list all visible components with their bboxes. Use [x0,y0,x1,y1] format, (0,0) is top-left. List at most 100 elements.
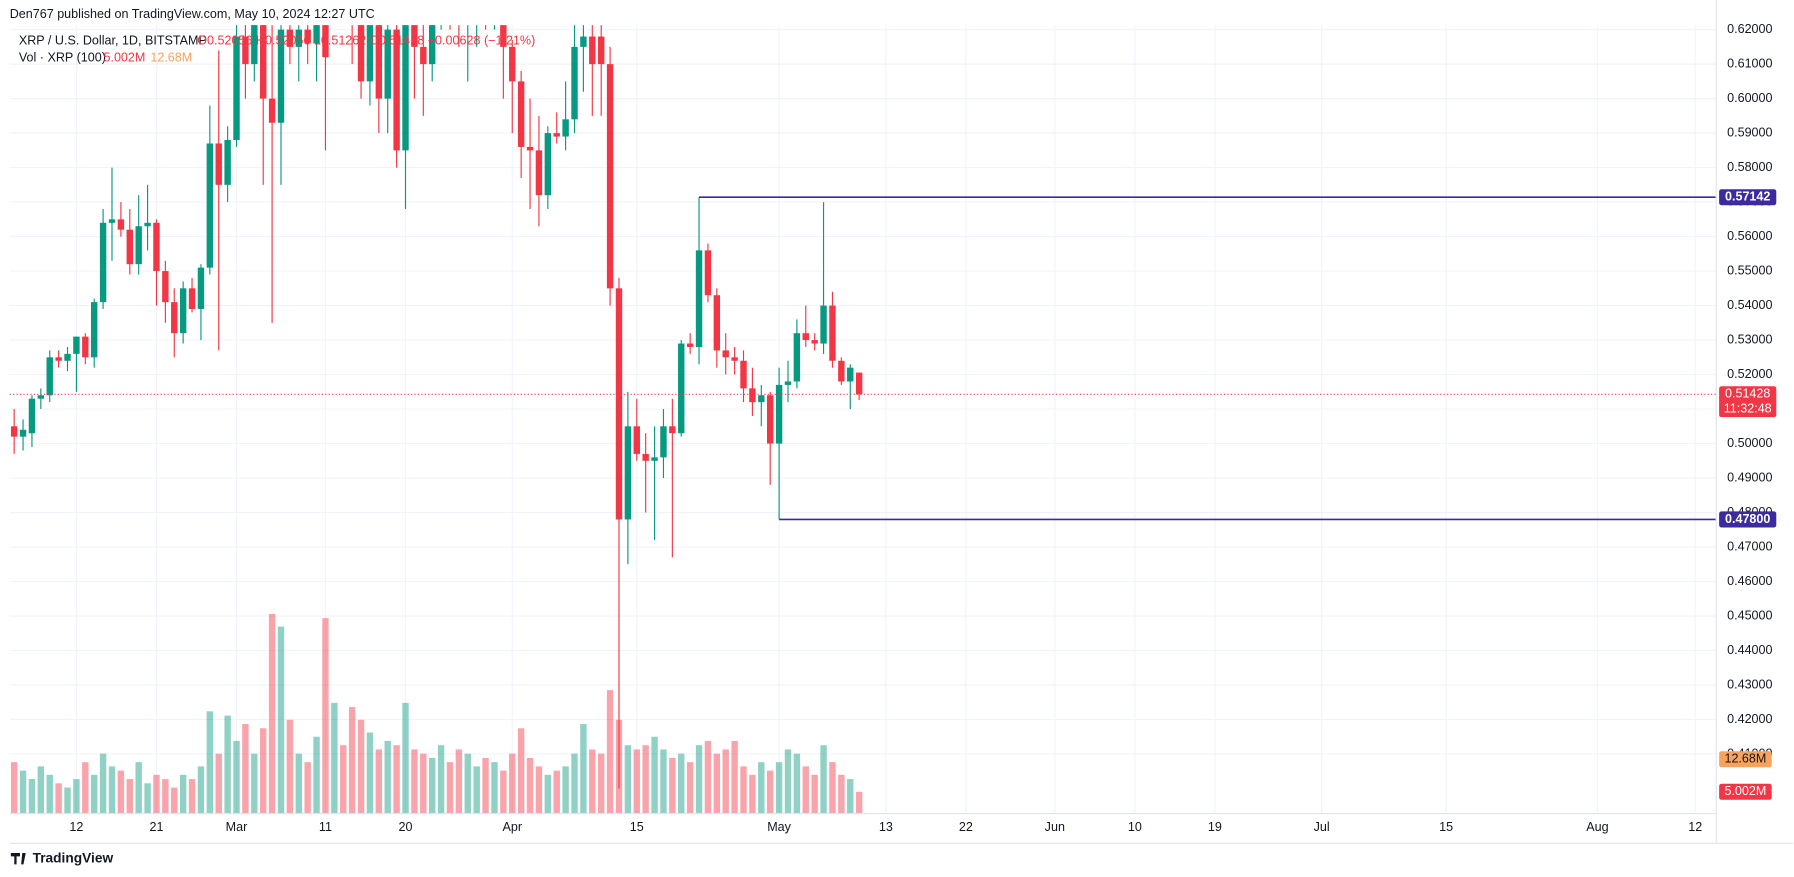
volume-bar [758,762,765,813]
y-tick-label: 0.46000 [1727,574,1772,588]
candle-body [544,133,552,196]
volume-bar [384,740,391,813]
candle-body [633,426,640,454]
candle-body [793,333,801,382]
candle-body [517,81,525,147]
x-tick-label: May [767,820,791,834]
volume-bar [455,749,463,813]
ohlc: O0.52056 H0.52056 L0.51262 C0.51428 −0.0… [197,33,535,47]
candle-body [322,25,329,58]
volume-bar [580,724,587,813]
volume-bar [268,613,276,813]
x-tick-label: 21 [149,820,163,834]
candle-body [224,140,231,185]
level-label: 0.57142 [1725,190,1770,204]
last-price-label: 0.51428 [1725,387,1770,401]
volume-bar [313,736,320,813]
volume-bar [784,749,792,813]
volume-bar [642,745,649,813]
volume-bar [446,762,454,813]
candle-body [10,426,18,437]
candle-body [242,36,249,65]
volume-bar [153,774,160,813]
volume-bar [820,745,827,813]
volume-bar [847,779,854,813]
candle-body [660,426,667,458]
x-tick-label: 22 [959,820,973,834]
volume-bar [802,766,809,813]
volume-bar [829,762,836,813]
x-tick-label: Jul [1314,820,1330,834]
volume-bar [793,753,801,813]
volume-last: 5.002M [103,51,145,65]
last-price-tag [1719,386,1777,418]
candle-body [722,350,729,358]
candle-body [775,384,783,444]
candle-body [28,398,36,434]
candle-body [295,29,302,47]
volume-bar [517,728,525,813]
y-tick-label: 0.56000 [1727,229,1772,243]
volume-bar [544,774,552,813]
volume-bar [331,702,338,813]
volume-bar [838,774,845,813]
candle-body [615,288,623,520]
volume-bar [286,719,294,813]
candle-body [526,146,534,151]
volume-bar [28,779,36,813]
overlays: 0.410000.420000.430000.440000.450000.460… [9,22,1777,834]
candle-body [580,36,587,47]
candle-body [162,271,169,303]
volume-bar [437,745,445,813]
published: Den767 published on TradingView.com, May… [10,7,375,21]
candle-body [731,357,738,361]
candle-body [749,388,756,403]
candle-body [37,395,45,399]
volume-bar [135,762,142,813]
candle-body [268,98,276,123]
candle-body [153,222,160,272]
volume-bar [660,749,667,813]
volume-bar [633,749,640,813]
x-tick-label: 11 [319,820,332,834]
candle-body [847,367,854,382]
x-tick-label: 20 [399,820,413,834]
candle-body [811,340,818,344]
candle-body [553,133,560,137]
volume-bar [126,779,133,813]
volume-bar [144,783,151,813]
y-tick-label: 0.47000 [1727,539,1772,553]
volume-bar [19,770,27,813]
x-tick-label: Mar [226,820,248,834]
volume-bar [428,757,436,813]
volume-ma-tag [1719,751,1772,768]
candle-body [117,219,125,230]
volume-bar [260,728,267,813]
candle-body [91,302,98,358]
candle-body [393,29,400,151]
candle-body [589,36,596,65]
candle-body [384,29,391,99]
candle-body [820,305,827,344]
candle-body [669,426,676,434]
candle-body [642,453,649,461]
volume-bar [775,762,783,813]
level-label: 0.47800 [1725,512,1770,526]
volume-bar [606,690,614,813]
candle-body [304,29,311,44]
volume-bar [740,766,747,813]
volume-bar [473,766,480,813]
x-tick-label: Aug [1586,820,1608,834]
volume-bar [233,740,240,813]
volume-bar [562,766,569,813]
candle-body [99,222,107,303]
candle-body [73,336,80,354]
volume-bar [251,753,258,813]
y-tick-label: 0.59000 [1727,125,1772,139]
candle-body [188,288,196,310]
candle-body [509,46,516,82]
y-tick-label: 0.42000 [1727,712,1772,726]
candle-body [766,395,774,444]
volume-bar [37,766,45,813]
